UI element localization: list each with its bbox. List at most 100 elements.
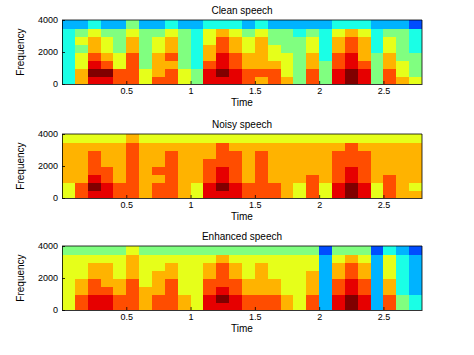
cell (101, 36, 114, 45)
cell (101, 150, 114, 159)
cell (396, 182, 409, 191)
cell (62, 254, 75, 263)
cell (216, 158, 229, 167)
cell (345, 36, 358, 45)
panel: 0.511.522.5020004000Noisy speechTimeFreq… (15, 119, 423, 222)
tick-label: 2 (317, 312, 322, 322)
tick-mark (191, 307, 192, 310)
tick-label: 2.5 (378, 312, 391, 322)
cell (126, 134, 139, 143)
cell (281, 20, 294, 29)
cell (216, 278, 229, 287)
cell (242, 76, 255, 84)
cell (203, 134, 216, 143)
cell (409, 302, 422, 310)
cell (319, 182, 332, 191)
cell (293, 52, 306, 61)
cell (293, 60, 306, 69)
cell (268, 278, 281, 287)
cell (242, 278, 255, 287)
cell (203, 278, 216, 287)
cell (191, 76, 204, 84)
cell (255, 302, 268, 310)
cell (383, 182, 396, 191)
cell (113, 166, 126, 175)
cell (396, 246, 409, 255)
cell (293, 270, 306, 279)
cell (383, 270, 396, 279)
tick-label: 0.5 (121, 86, 134, 96)
cell (371, 262, 384, 271)
cell (165, 142, 178, 151)
cell (216, 302, 229, 310)
cell (371, 20, 384, 29)
cell (345, 190, 358, 198)
cell (306, 270, 319, 279)
cell (178, 246, 191, 255)
tick-label: 2 (317, 86, 322, 96)
cell (216, 44, 229, 53)
cell (332, 254, 345, 263)
cell (113, 36, 126, 45)
cell (165, 174, 178, 183)
cell (371, 182, 384, 191)
cell (281, 270, 294, 279)
cell (139, 20, 152, 29)
cell (216, 28, 229, 37)
cell (255, 52, 268, 61)
cell (88, 302, 101, 310)
cell (371, 76, 384, 84)
cell (139, 190, 152, 198)
cell (255, 142, 268, 151)
cell (152, 294, 165, 303)
cell (332, 182, 345, 191)
cell (88, 76, 101, 84)
cell (101, 44, 114, 53)
cell (281, 174, 294, 183)
cell (165, 254, 178, 263)
tick-mark (126, 195, 127, 198)
cell (268, 20, 281, 29)
cell (383, 60, 396, 69)
cell (409, 166, 422, 175)
cell (178, 20, 191, 29)
cell (396, 294, 409, 303)
tick-label: 0 (53, 193, 58, 203)
cell (306, 246, 319, 255)
cell (332, 28, 345, 37)
cell (383, 262, 396, 271)
cell (383, 76, 396, 84)
cell (293, 158, 306, 167)
cell (306, 28, 319, 37)
cell (126, 150, 139, 159)
cell (242, 182, 255, 191)
tick-label: 2000 (38, 47, 58, 57)
tick-label: 1.5 (249, 200, 262, 210)
cell (345, 174, 358, 183)
cell (139, 158, 152, 167)
cell (88, 294, 101, 303)
cell (178, 60, 191, 69)
tick: 0.5 (121, 81, 134, 96)
cell (113, 278, 126, 287)
y-axis-title: Frequency (15, 28, 26, 75)
cell (332, 246, 345, 255)
cell (319, 142, 332, 151)
tick: 2 (317, 307, 322, 322)
cell (319, 270, 332, 279)
cell (371, 28, 384, 37)
cell (113, 286, 126, 295)
cell (88, 174, 101, 183)
cell (332, 60, 345, 69)
cell (281, 254, 294, 263)
cell (75, 294, 88, 303)
cell (332, 52, 345, 61)
cell (178, 76, 191, 84)
cell (268, 182, 281, 191)
cell (293, 254, 306, 263)
cell (396, 44, 409, 53)
cell (383, 302, 396, 310)
cell (113, 76, 126, 84)
cell (268, 254, 281, 263)
cell (383, 278, 396, 287)
